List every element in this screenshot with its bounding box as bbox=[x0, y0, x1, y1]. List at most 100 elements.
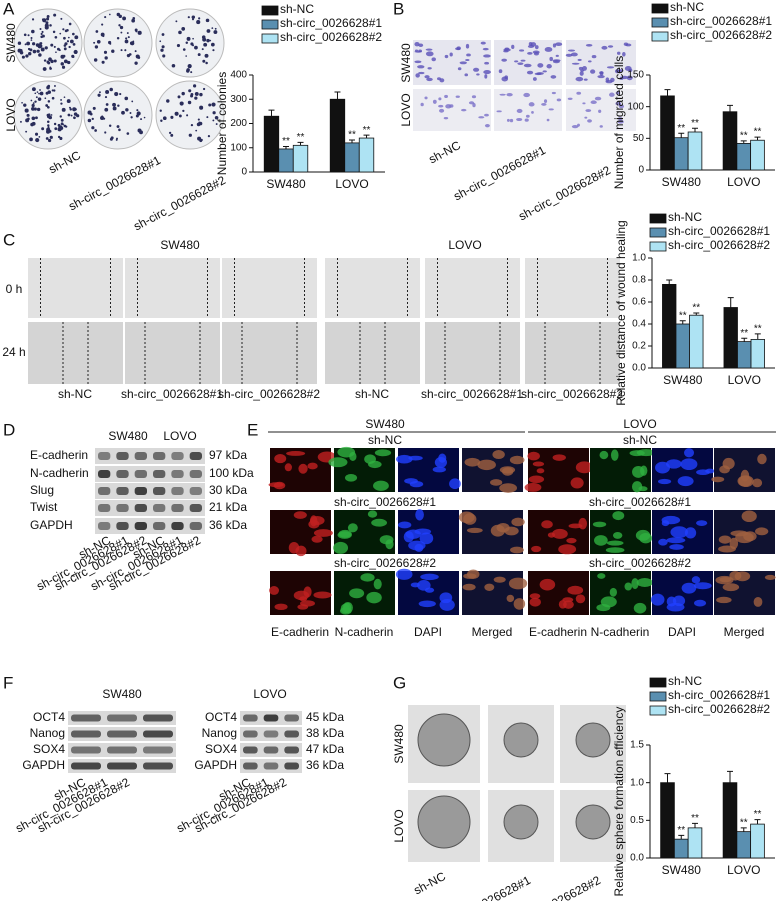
colony bbox=[48, 57, 52, 62]
cell bbox=[681, 582, 697, 594]
colony bbox=[67, 113, 71, 117]
cell bbox=[616, 51, 621, 55]
rotated-label: sh-circ_0026628#1 bbox=[174, 775, 271, 835]
bar bbox=[662, 283, 677, 369]
cell bbox=[615, 91, 621, 95]
colony bbox=[110, 136, 114, 140]
cell bbox=[571, 125, 579, 129]
colony bbox=[39, 89, 41, 91]
label: 36 kDa bbox=[209, 518, 247, 532]
colony bbox=[30, 99, 33, 102]
colony bbox=[181, 27, 186, 31]
band bbox=[153, 487, 166, 495]
colony bbox=[28, 51, 32, 56]
legend-swatch bbox=[261, 5, 279, 16]
cell bbox=[484, 113, 489, 117]
bar bbox=[737, 341, 752, 369]
colony bbox=[62, 123, 64, 126]
cell bbox=[567, 585, 584, 595]
cell bbox=[308, 519, 320, 529]
colony bbox=[57, 135, 61, 139]
colony bbox=[192, 37, 194, 40]
colony bbox=[59, 115, 62, 118]
colony bbox=[49, 135, 53, 139]
cell bbox=[439, 108, 445, 113]
colony bbox=[41, 30, 44, 34]
colony bbox=[30, 36, 33, 39]
cell bbox=[705, 468, 715, 474]
colony bbox=[140, 118, 143, 121]
label: sh-circ_0026628#1 bbox=[334, 495, 436, 509]
colony bbox=[109, 87, 113, 92]
colony bbox=[47, 105, 50, 109]
cell bbox=[449, 478, 461, 490]
cell bbox=[546, 64, 552, 69]
band bbox=[71, 714, 101, 722]
colony bbox=[53, 13, 57, 17]
cell bbox=[551, 528, 568, 539]
cell bbox=[716, 596, 732, 604]
cell bbox=[609, 587, 617, 597]
colony bbox=[213, 30, 218, 34]
cell bbox=[552, 60, 560, 64]
rotated-label: sh-NC bbox=[411, 869, 448, 897]
cell bbox=[349, 588, 365, 599]
cell bbox=[618, 104, 624, 109]
cell bbox=[523, 63, 532, 68]
colony bbox=[40, 47, 45, 52]
blot bbox=[95, 466, 205, 482]
colony bbox=[202, 59, 206, 63]
colony bbox=[185, 41, 189, 45]
colony bbox=[182, 48, 186, 51]
bar bbox=[723, 307, 738, 369]
cell bbox=[303, 586, 312, 598]
cell bbox=[499, 483, 517, 493]
cell bbox=[536, 468, 545, 474]
colony bbox=[24, 108, 29, 113]
cell bbox=[414, 528, 432, 535]
legend-label: sh-circ_0026628#1 bbox=[280, 16, 382, 30]
colony bbox=[47, 90, 52, 94]
cell bbox=[590, 100, 597, 105]
colony bbox=[130, 41, 135, 46]
cell bbox=[684, 448, 695, 458]
label: Nanog bbox=[202, 726, 237, 740]
colony bbox=[59, 136, 63, 141]
band bbox=[143, 714, 173, 722]
legend-label: sh-circ_0026628#2 bbox=[670, 28, 772, 42]
y-tick-label: 0.4 bbox=[632, 319, 646, 330]
error-bar bbox=[693, 312, 700, 316]
cell bbox=[743, 531, 757, 542]
band bbox=[71, 730, 101, 738]
colony bbox=[207, 135, 211, 138]
y-tick-label: 0.6 bbox=[632, 297, 646, 308]
cell bbox=[439, 592, 453, 604]
label: GAPDH bbox=[30, 518, 73, 532]
colony bbox=[66, 40, 70, 43]
colony bbox=[203, 42, 208, 47]
sphere bbox=[417, 795, 471, 849]
bar bbox=[722, 111, 738, 171]
cell bbox=[344, 473, 358, 482]
cell bbox=[584, 116, 588, 119]
cell bbox=[415, 73, 420, 78]
cell bbox=[438, 97, 442, 101]
colony bbox=[190, 124, 194, 127]
colony bbox=[181, 91, 185, 96]
colony bbox=[67, 36, 70, 39]
colony bbox=[134, 61, 138, 65]
band bbox=[143, 762, 173, 770]
colony bbox=[185, 55, 187, 57]
colony bbox=[125, 108, 129, 112]
colony bbox=[119, 25, 124, 30]
band bbox=[116, 470, 129, 478]
colony bbox=[125, 37, 128, 40]
bar bbox=[660, 782, 675, 859]
plate bbox=[155, 8, 225, 78]
legend-swatch bbox=[649, 677, 667, 688]
colony bbox=[119, 92, 122, 96]
rotated-label: SW480 bbox=[399, 43, 413, 83]
cell bbox=[443, 117, 449, 120]
cell bbox=[532, 461, 545, 467]
colony bbox=[126, 132, 130, 135]
